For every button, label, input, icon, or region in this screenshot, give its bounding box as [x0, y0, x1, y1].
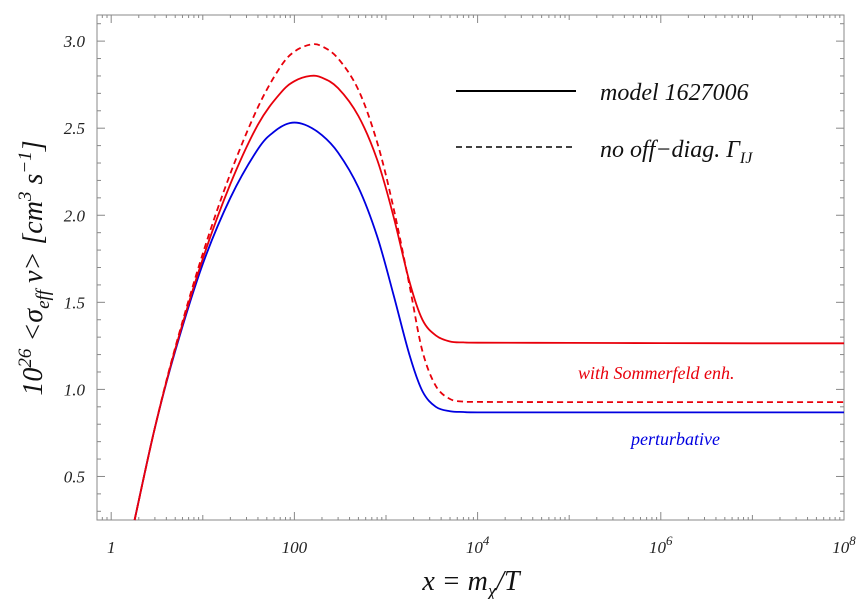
y-tick-label: 0.5: [64, 467, 85, 486]
y-tick-label: 3.0: [63, 32, 86, 51]
x-axis-title-suffix: /T: [494, 566, 522, 597]
y-title-mid3: s: [18, 174, 49, 192]
series-line-1: [133, 74, 844, 521]
ticks: [96, 15, 845, 520]
y-title-sup2: −1: [15, 151, 36, 173]
x-tick-label: 108: [832, 533, 856, 557]
legend: model 1627006 no off−diag. ΓIJ: [456, 80, 753, 167]
y-title-lead: 10: [18, 368, 49, 396]
annotation-perturbative: perturbative: [629, 429, 720, 449]
series-layer: [133, 43, 844, 521]
legend-label-dashed: no off−diag. ΓIJ: [600, 137, 753, 167]
x-tick-label-exp: 6: [666, 533, 673, 548]
x-tick-label-exp: 4: [483, 533, 490, 548]
x-tick-label: 1: [107, 538, 116, 557]
x-axis-title: x = mχ/T: [421, 566, 522, 599]
x-tick-label: 100: [282, 538, 308, 557]
y-tick-label: 2.5: [64, 119, 85, 138]
x-tick-label-base: 10: [466, 538, 484, 557]
x-tick-label-base: 10: [649, 538, 667, 557]
series-line-0: [133, 121, 844, 521]
y-title-tail: ]: [18, 140, 49, 152]
x-tick-label: 104: [466, 533, 490, 557]
x-tick-label: 106: [649, 533, 673, 557]
y-tick-label: 2.0: [64, 206, 86, 225]
y-title-lead-sup: 26: [15, 348, 36, 368]
legend-label-dashed-sub: IJ: [739, 150, 753, 167]
x-tick-label-base: 100: [282, 538, 308, 557]
x-tick-label-base: 10: [832, 538, 850, 557]
y-axis-title: 1026 <σeff v> [cm3 s−1]: [15, 140, 54, 395]
y-title-mid-sub: eff: [33, 287, 54, 309]
x-axis-title-prefix: x = m: [421, 566, 488, 597]
x-tick-label-exp: 8: [849, 533, 856, 548]
y-tick-label: 1.5: [64, 293, 85, 312]
annotation-sommerfeld: with Sommerfeld enh.: [578, 363, 734, 383]
y-title-sup1: 3: [15, 192, 36, 203]
x-tick-label-base: 1: [107, 538, 116, 557]
legend-label-dashed-main: no off−diag. Γ: [600, 137, 741, 163]
legend-label-solid: model 1627006: [600, 80, 749, 106]
series-line-2: [133, 43, 844, 521]
y-title-mid: <σ: [18, 308, 49, 349]
y-title-mid2: v> [cm: [18, 201, 49, 290]
x-axis-title-sub: χ: [486, 581, 497, 599]
y-tick-label: 1.0: [64, 380, 86, 399]
